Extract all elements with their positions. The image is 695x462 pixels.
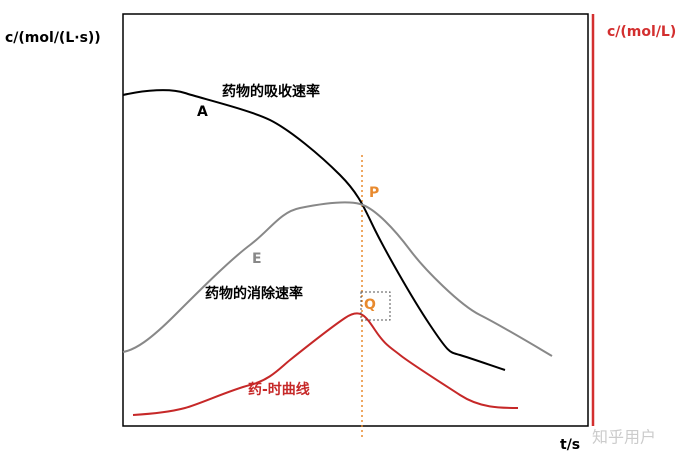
x-label: t/s xyxy=(560,437,580,453)
watermark: 知乎用户 xyxy=(592,428,656,447)
point-a: A xyxy=(197,104,208,120)
y-left-label: c/(mol/(L·s)) xyxy=(5,30,101,46)
elimination-curve xyxy=(122,201,553,357)
absorption-curve xyxy=(122,89,506,371)
concentration-label: 药-时曲线 xyxy=(248,381,310,398)
peak-box xyxy=(360,291,391,321)
absorption-label: 药物的吸收速率 xyxy=(222,83,320,100)
plot-frame xyxy=(122,13,589,427)
elimination-label: 药物的消除速率 xyxy=(205,285,303,302)
point-p: P xyxy=(369,185,379,201)
point-e: E xyxy=(252,251,262,267)
y-right-label: c/(mol/L) xyxy=(607,24,676,40)
point-q: Q xyxy=(364,297,376,313)
concentration-curve xyxy=(132,312,519,416)
